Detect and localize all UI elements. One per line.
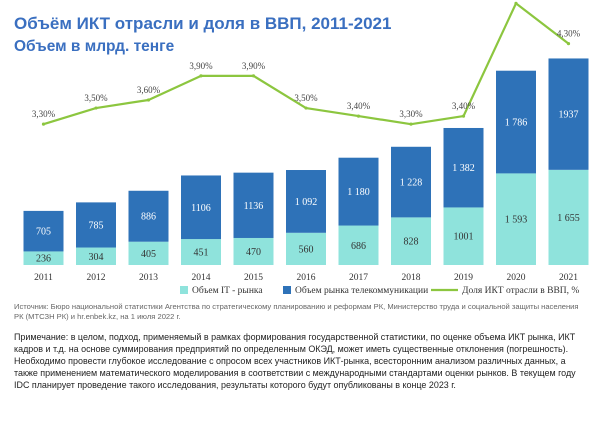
bar-label-telecom-market: 886	[141, 212, 156, 223]
x-tick-label: 2015	[244, 273, 263, 283]
bar-telecom-market-2012	[76, 202, 116, 248]
x-tick-label: 2013	[139, 273, 158, 283]
x-tick-label: 2016	[297, 273, 316, 283]
gdp-share-point	[461, 114, 466, 118]
x-tick-label: 2019	[454, 273, 473, 283]
gdp-share-point	[566, 42, 571, 46]
bar-telecom-market-2016	[286, 170, 326, 233]
bar-telecom-market-2014	[181, 175, 221, 240]
gdp-share-label: 3,50%	[84, 93, 108, 103]
bar-label-it-market: 304	[89, 252, 104, 263]
bars-layer	[23, 58, 589, 265]
source-note: Источник: Бюро национальной статистики А…	[14, 302, 579, 321]
x-tick-label: 2012	[87, 273, 106, 283]
legend-label-telecom-market: Объем рынка телекоммуникации	[295, 285, 428, 296]
gdp-share-point	[514, 1, 518, 5]
methodology-note: Примечание: в целом, подход, применяемый…	[14, 332, 576, 391]
gdp-share-point	[356, 114, 361, 118]
bar-it-market-2014	[181, 239, 221, 265]
gdp-share-label: 3,40%	[452, 101, 476, 111]
bar-telecom-market-2021	[548, 58, 589, 170]
bar-telecom-market-2013	[128, 190, 169, 242]
x-tick-label: 2014	[192, 273, 211, 283]
x-tick-label: 2021	[559, 273, 578, 283]
gdp-share-label: 3,50%	[294, 93, 318, 103]
bar-it-market-2015	[233, 237, 274, 265]
chart-subtitle: Объем в млрд. тенге	[14, 38, 175, 55]
bar-telecom-market-2018	[391, 146, 431, 218]
gdp-share-label: 3,60%	[137, 85, 161, 95]
bar-label-it-market: 1 593	[505, 215, 528, 226]
gdp-share-point	[409, 122, 413, 126]
bar-label-telecom-market: 785	[89, 220, 104, 231]
bar-it-market-2011	[23, 251, 64, 265]
bar-label-it-market: 828	[404, 237, 419, 248]
bar-it-market-2013	[128, 241, 169, 265]
gdp-share-point	[146, 98, 151, 102]
bar-it-market-2019	[443, 207, 484, 265]
legend-label-gdp-share: Доля ИКТ отрасли в ВВП, %	[462, 286, 579, 296]
legend-swatch-it-market	[180, 286, 188, 294]
bar-it-market-2018	[391, 217, 431, 265]
bar-label-telecom-market: 1 382	[452, 163, 475, 174]
x-tick-label: 2011	[34, 273, 53, 283]
bar-telecom-market-2011	[23, 210, 64, 252]
bar-label-it-market: 405	[141, 249, 156, 260]
gdp-share-point	[304, 106, 308, 110]
bar-label-telecom-market: 1106	[191, 203, 211, 214]
bar-it-market-2012	[76, 247, 116, 265]
bar-label-it-market: 560	[299, 244, 314, 255]
legend: Объем IT - рынка Объем рынка телекоммуник…	[180, 285, 579, 296]
bar-label-telecom-market: 1136	[244, 201, 264, 212]
gdp-share-label: 3,90%	[189, 61, 213, 71]
bar-label-it-market: 1 655	[557, 213, 580, 224]
bar-label-it-market: 686	[351, 241, 366, 252]
gdp-share-point	[94, 106, 98, 110]
bar-label-telecom-market: 1 180	[347, 187, 370, 198]
x-tick-label: 2017	[349, 273, 368, 283]
bar-telecom-market-2019	[443, 127, 484, 208]
legend-label-it-market: Объем IT - рынка	[192, 285, 263, 296]
bar-it-market-2020	[496, 173, 536, 265]
gdp-share-point	[199, 74, 203, 78]
bar-telecom-market-2020	[496, 70, 536, 174]
x-tick-label: 2018	[402, 273, 421, 283]
bar-label-it-market: 470	[246, 247, 261, 258]
x-axis: 2011 2012 2013 2014 2015 2016 2017 2018 2019 2020…	[34, 273, 578, 283]
bar-label-telecom-market: 1 786	[505, 118, 528, 129]
bar-label-it-market: 451	[194, 248, 209, 259]
gdp-share-line-layer: 3,30% 3,50% 3,60% 3,90% 3,90% 3,50% 3,40% 3,30%…	[32, 1, 581, 126]
legend-swatch-telecom-market	[283, 286, 291, 294]
gdp-share-label: 3,30%	[32, 109, 56, 119]
bar-label-it-market: 1001	[454, 232, 474, 243]
bar-label-it-market: 236	[36, 254, 51, 265]
gdp-share-label: 3,40%	[347, 101, 371, 111]
bar-label-telecom-market: 705	[36, 227, 51, 238]
x-tick-label: 2020	[507, 273, 526, 283]
gdp-share-label: 4,30%	[557, 29, 581, 39]
bar-labels-layer: 236 705 304 785 405 886 451 1106 470 1136 560 1 092…	[36, 110, 580, 265]
bar-it-market-2017	[338, 225, 379, 265]
gdp-share-point	[251, 74, 256, 78]
gdp-share-label: 3,30%	[399, 109, 423, 119]
gdp-share-line	[43, 2, 570, 126]
bar-it-market-2016	[286, 232, 326, 265]
bar-label-telecom-market: 1937	[559, 110, 579, 121]
gdp-share-label: 3,90%	[242, 61, 266, 71]
bar-label-telecom-market: 1 092	[295, 197, 318, 208]
chart-title: Объём ИКТ отрасли и доля в ВВП, 2011-202…	[14, 14, 392, 33]
bar-it-market-2021	[548, 169, 589, 265]
bar-label-telecom-market: 1 228	[400, 178, 423, 189]
stacked-bar-line-chart: 236 705 304 785 405 886 451 1106 470 1136 560 1 092…	[23, 1, 589, 296]
bar-telecom-market-2015	[233, 172, 274, 238]
gdp-share-point	[41, 122, 46, 126]
bar-telecom-market-2017	[338, 157, 379, 226]
